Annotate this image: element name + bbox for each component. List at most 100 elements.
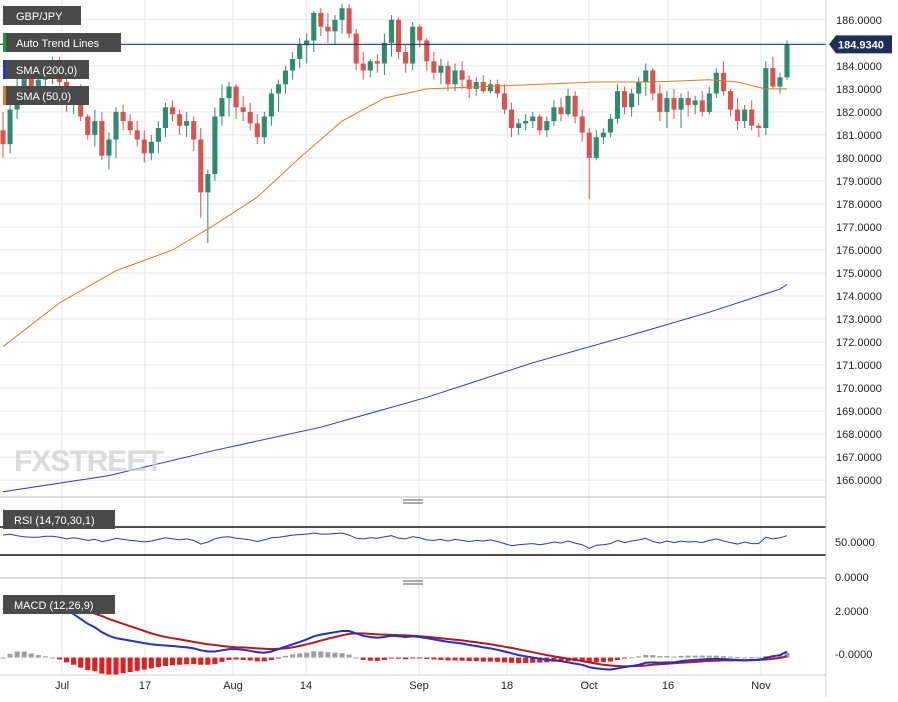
macd-histogram-bar [247, 657, 253, 661]
bearish-candle [431, 52, 437, 80]
macd-histogram-bar [713, 655, 719, 658]
macd-histogram-bar [720, 656, 726, 658]
bullish-candle [388, 15, 395, 57]
rsi-tick-0: 0.0000 [835, 572, 869, 584]
legend-symbol[interactable]: GBP/JPY [3, 6, 81, 25]
time-tick-label: Nov [751, 680, 771, 692]
bearish-candle [735, 98, 741, 131]
price-tick-label: 176.0000 [836, 245, 882, 257]
legend-macd[interactable]: MACD (12,26,9) [3, 595, 115, 614]
macd-histogram-bar [71, 657, 77, 665]
bullish-candle [530, 111, 536, 128]
legend-sma200[interactable]: SMA (200,0) [3, 60, 89, 79]
bearish-candle [417, 24, 423, 48]
sma200-line [2, 284, 788, 493]
legend-rsi[interactable]: RSI (14,70,30,1) [3, 510, 115, 529]
macd-histogram-bar [205, 657, 211, 665]
candle-body [360, 63, 366, 71]
bearish-candle [353, 29, 359, 71]
bullish-candle [523, 114, 529, 131]
bullish-candle [297, 38, 303, 69]
candle-body [0, 130, 6, 145]
candle-body [318, 12, 324, 27]
macd-histogram-bar [530, 657, 536, 663]
macd-histogram-bar [141, 657, 147, 670]
macd-histogram-bar [64, 657, 70, 663]
candle-body [614, 91, 621, 119]
candle-body [28, 77, 34, 94]
macd-histogram-bar [35, 655, 41, 658]
candle-body [784, 44, 790, 78]
candle-body [311, 12, 317, 41]
bullish-candle [113, 107, 119, 158]
price-tick-label: 179.0000 [836, 176, 882, 188]
price-tick-label: 173.0000 [836, 314, 882, 326]
candle-body [127, 121, 133, 131]
macd-histogram-bar [78, 657, 84, 668]
moving-average-lines [2, 79, 788, 493]
candle-body [297, 45, 303, 59]
panel-divider-1[interactable] [0, 496, 826, 504]
macd-histogram-bar [268, 657, 274, 660]
price-tick-label: 177.0000 [836, 222, 882, 234]
macd-histogram-bar [459, 657, 465, 661]
bearish-candle [240, 95, 246, 122]
candle-body [777, 77, 783, 87]
panel-divider-2[interactable] [0, 577, 826, 585]
bullish-candle [7, 104, 13, 154]
macd-line [2, 598, 788, 671]
bearish-candle [466, 75, 472, 99]
bearish-candle [360, 52, 366, 80]
candle-body [205, 174, 211, 193]
bearish-candle [233, 84, 239, 119]
bullish-candle [438, 58, 444, 85]
candle-body [643, 70, 649, 82]
candle-body [699, 100, 705, 112]
candle-body [720, 72, 726, 92]
candle-body [275, 84, 282, 94]
time-tick-label: 18 [501, 680, 513, 692]
candle-body [586, 132, 592, 158]
candle-body [99, 121, 105, 156]
macd-histogram-bar [438, 657, 444, 660]
macd-histogram-bar [169, 657, 176, 666]
bearish-candle [169, 100, 176, 122]
candle-body [268, 93, 274, 117]
candle-body [579, 116, 585, 133]
macd-panel: MACD (12,26,9) 2.0000 -0.0000 [0, 595, 872, 675]
macd-histogram-bar [233, 657, 239, 660]
macd-histogram-bar [650, 655, 656, 658]
macd-histogram-bar [558, 657, 564, 662]
macd-tick-2: 2.0000 [835, 606, 869, 618]
macd-histogram-bar [28, 653, 34, 658]
legend-symbol-label: GBP/JPY [16, 11, 63, 23]
candle-body [735, 109, 741, 122]
legend-auto-trend[interactable]: Auto Trend Lines [3, 33, 121, 52]
macd-histogram-bar [21, 651, 27, 658]
candle-body [770, 68, 776, 87]
bearish-candle [346, 3, 352, 39]
candle-body [671, 98, 677, 110]
candle-body [424, 40, 430, 62]
bearish-candle [459, 61, 465, 89]
macd-histogram-bar [184, 657, 190, 665]
bearish-candle [247, 102, 253, 131]
candle-body [169, 107, 176, 115]
candle-body [685, 98, 691, 105]
candle-body [177, 114, 183, 126]
bearish-candle [0, 111, 6, 158]
macd-histogram-bar [127, 657, 133, 672]
candle-body [749, 109, 755, 126]
bearish-candle [134, 121, 140, 147]
macd-histogram-bar [395, 657, 402, 659]
legend-sma50[interactable]: SMA (50,0) [3, 86, 89, 105]
rsi-label: RSI (14,70,30,1) [14, 515, 95, 527]
bullish-candle [410, 22, 416, 71]
time-tick-label: Aug [223, 680, 243, 692]
bullish-candle [92, 109, 98, 147]
macd-histogram-bar [49, 657, 55, 659]
macd-histogram-bar [367, 657, 373, 661]
macd-histogram-bar [212, 657, 218, 665]
